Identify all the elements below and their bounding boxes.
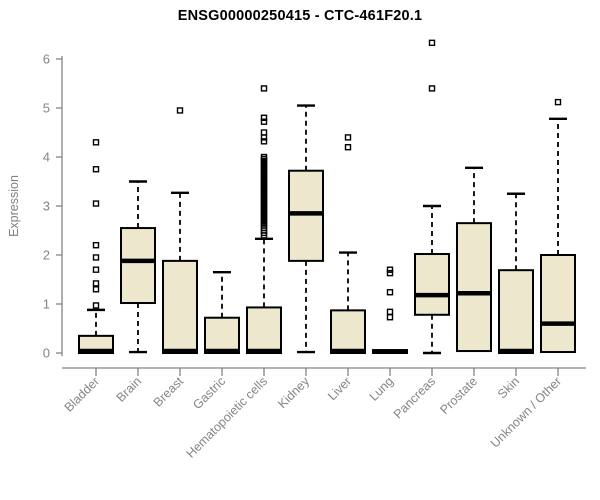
box-hematopoietic-cells	[246, 306, 282, 354]
outlier-point-bladder	[92, 266, 100, 273]
x-category-label-pancreas: Pancreas	[391, 374, 438, 421]
outlier-point-unknown-other	[554, 98, 562, 106]
y-tick-label: 3	[43, 199, 50, 214]
x-category-label-unknown-other: Unknown / Other	[488, 374, 564, 450]
x-category-label-lung: Lung	[367, 374, 397, 404]
x-category-label-liver: Liver	[325, 374, 354, 403]
outlier-point-lung	[386, 269, 394, 277]
outlier-point-hematopoietic-cells	[260, 85, 268, 92]
outlier-point-bladder	[92, 241, 100, 249]
y-tick-label: 5	[43, 101, 50, 116]
x-category-label-breast: Breast	[151, 374, 187, 410]
box-kidney	[288, 169, 324, 262]
outlier-point-liver	[344, 134, 352, 141]
box-gastric	[204, 316, 240, 354]
box-unknown-other	[540, 254, 576, 354]
outlier-point-hematopoietic-cells	[260, 138, 268, 145]
y-tick-label: 4	[43, 150, 50, 165]
outlier-point-lung	[386, 266, 394, 273]
box-brain	[120, 227, 156, 305]
x-category-label-prostate: Prostate	[437, 374, 480, 417]
x-category-label-kidney: Kidney	[275, 374, 312, 411]
box-breast	[162, 259, 198, 355]
outlier-point-bladder	[92, 286, 100, 293]
box-prostate	[456, 222, 492, 353]
x-category-label-brain: Brain	[114, 374, 145, 405]
outlier-point-hematopoietic-cells	[260, 129, 268, 136]
box-pancreas	[414, 253, 450, 316]
y-tick-label: 6	[43, 52, 50, 67]
outlier-point-hematopoietic-cells	[260, 118, 268, 125]
outlier-point-bladder	[92, 139, 100, 146]
box-skin	[498, 269, 534, 354]
outlier-point-bladder	[92, 280, 100, 287]
outlier-point-bladder	[92, 200, 100, 207]
outlier-point-hematopoietic-cells	[260, 114, 268, 122]
x-category-label-bladder: Bladder	[62, 374, 102, 414]
outlier-point-breast	[176, 107, 184, 114]
outlier-point-lung	[386, 314, 394, 321]
y-tick-label: 2	[43, 248, 50, 263]
chart-title: ENSG00000250415 - CTC-461F20.1	[177, 8, 423, 24]
outlier-point-pancreas	[428, 39, 436, 47]
outlier-point-hematopoietic-cells	[260, 153, 268, 161]
outlier-point-lung	[386, 289, 394, 296]
outlier-point-bladder	[92, 302, 100, 309]
y-tick-label: 1	[43, 297, 50, 312]
x-category-label-gastric: Gastric	[190, 374, 228, 412]
outlier-point-pancreas	[428, 85, 436, 92]
box-liver	[330, 309, 366, 354]
outlier-point-liver	[344, 143, 352, 151]
outlier-point-bladder	[92, 254, 100, 261]
outlier-point-lung	[386, 308, 394, 316]
x-category-label-skin: Skin	[495, 374, 522, 401]
y-tick-label: 0	[43, 346, 50, 361]
x-category-label-hematopoietic-cells: Hematopoietic cells	[184, 374, 271, 461]
outlier-point-bladder	[92, 166, 100, 173]
